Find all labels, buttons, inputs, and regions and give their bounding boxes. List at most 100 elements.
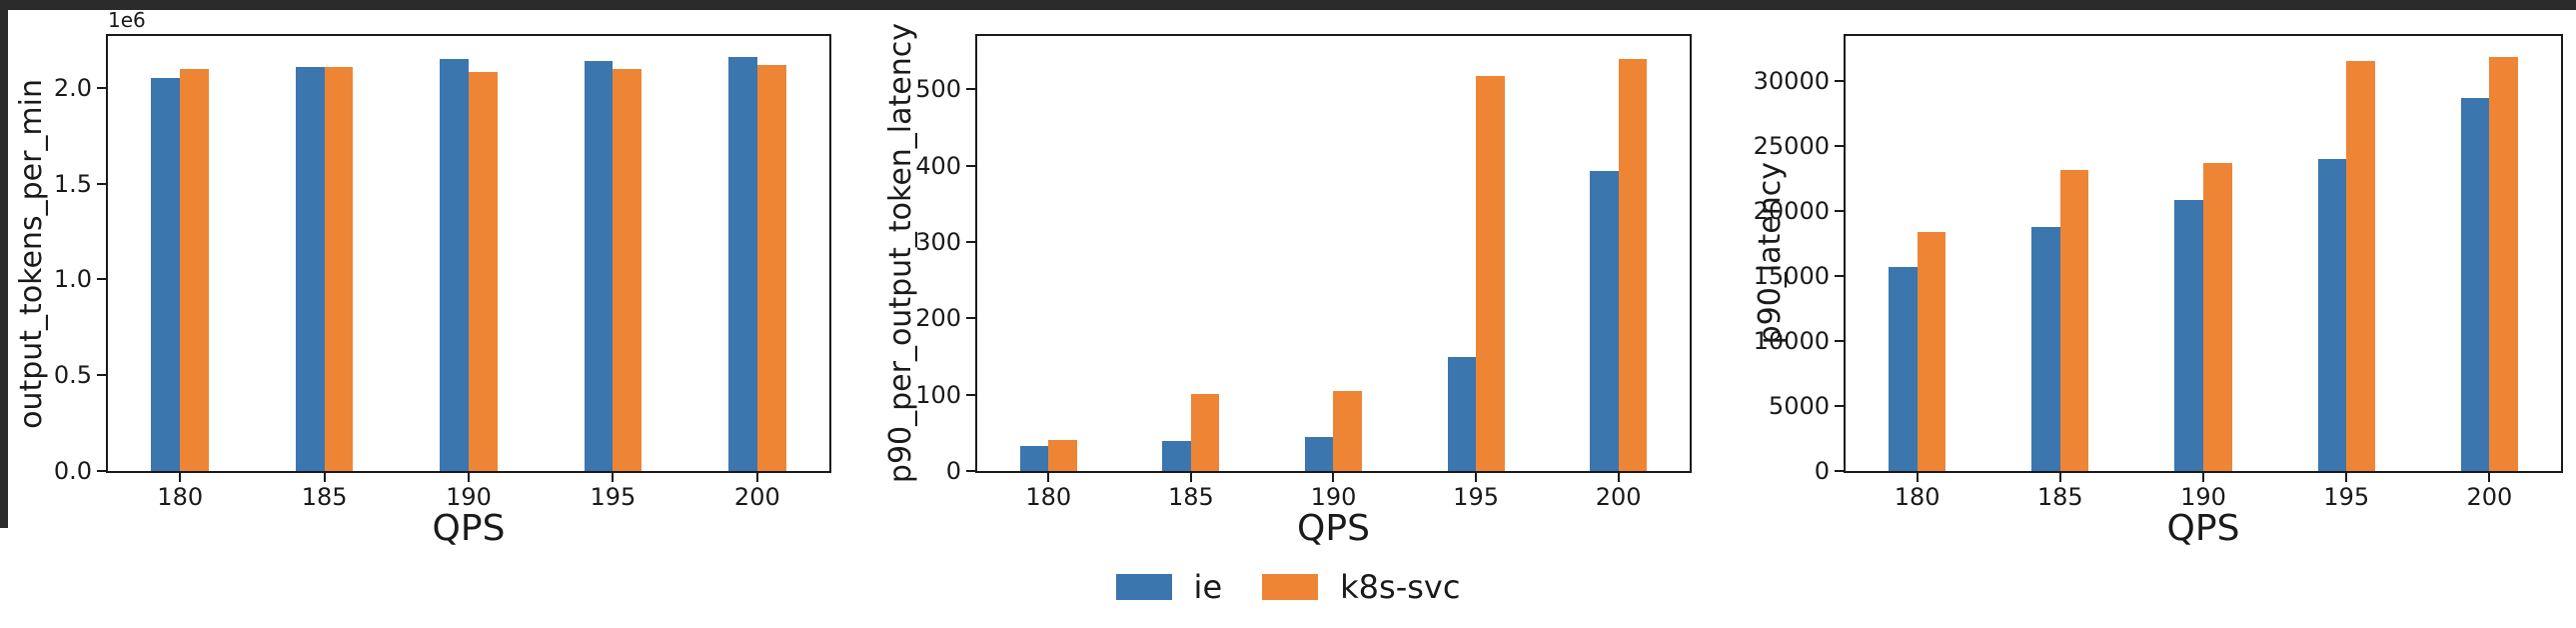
x-axis-label-qps-2: QPS [1297,508,1370,549]
plot-area: 180 185 190 195 200 [1846,36,2561,509]
x-tick-label: 180 [1025,483,1072,511]
bar-k8s-svc-qps-185 [2059,169,2089,471]
bar-ie-qps-200 [2460,98,2490,471]
x-tick-mark [1475,473,1478,482]
bar-k8s-svc-qps-190 [2203,163,2232,471]
bar-k8s-svc-qps-200 [1618,58,1648,471]
bar-k8s-svc-qps-195 [613,68,643,471]
x-tick-mark [2058,473,2061,482]
y-tick-mark [1835,470,1844,472]
bar-group-qps-185: 185 [1988,36,2131,509]
y-tick-label: 30000 [1753,67,1830,96]
bar-group-qps-200: 200 [2418,36,2561,509]
x-tick-label: 185 [1167,483,1214,511]
bar-k8s-svc-qps-180 [1048,440,1077,471]
y-tick-label: 100 [915,380,961,409]
bar-k8s-svc-qps-180 [1917,232,1946,471]
window-top-edge [0,0,2576,10]
y-axis-label-container: output_tokens_per_min [12,34,52,473]
y-tick-mark [1835,210,1844,213]
y-tick-mark [966,88,975,91]
bar-ie-qps-190 [1304,436,1334,471]
bar-ie-qps-185 [295,66,325,471]
bar-ie-qps-190 [2174,199,2203,471]
axes-p90-per-output-token-latency: 0 100 200 300 400 500 180 185 190 195 200 [915,34,1692,509]
x-tick-mark [2488,473,2491,482]
bar-group-qps-180: 180 [108,36,252,509]
bar-group-qps-180: 180 [1846,36,1988,509]
y-tick-label: 0.0 [53,457,92,485]
x-tick-label: 200 [733,483,780,511]
bar-group-qps-200: 200 [685,36,829,509]
y-axis-offset-label: 1e6 [108,8,146,32]
x-tick-mark [1047,473,1050,482]
x-tick-mark [755,473,758,482]
legend-swatch-k8s-svc [1262,574,1319,600]
y-tick-label: 2.0 [53,73,92,102]
x-tick-mark [179,473,182,482]
y-tick-label: 10000 [1753,327,1830,356]
legend-item-ie: ie [1115,571,1222,603]
x-tick-label: 200 [2466,483,2513,511]
bar-group-qps-200: 200 [1547,36,1690,509]
legend-swatch-ie [1115,574,1172,600]
y-tick-label: 20000 [1753,197,1830,226]
x-axis-label-qps-3: QPS [2166,508,2240,549]
bar-k8s-svc-qps-200 [2489,56,2519,471]
bar-ie-qps-180 [1888,267,1918,471]
y-tick-mark [1835,405,1844,408]
bar-ie-qps-185 [1162,441,1191,471]
y-tick-mark [1835,80,1844,83]
bar-group-qps-185: 185 [252,36,396,509]
plot-area: 180 185 190 195 200 [108,36,829,509]
legend: ie k8s-svc [0,566,2576,608]
x-tick-label: 195 [590,483,637,511]
y-tick-mark [1835,340,1844,343]
x-tick-mark [468,473,471,482]
bar-k8s-svc-qps-200 [756,64,786,471]
y-tick-mark [966,164,975,167]
bar-k8s-svc-qps-185 [324,66,354,471]
x-tick-label: 190 [2180,483,2226,511]
bar-k8s-svc-qps-195 [1476,76,1505,471]
bar-ie-qps-200 [727,57,757,471]
y-tick-label: 1.0 [53,265,92,294]
x-tick-label: 190 [1310,483,1357,511]
x-tick-mark [323,473,326,482]
x-tick-label: 185 [2036,483,2083,511]
y-tick-mark [966,393,975,396]
x-tick-label: 180 [1894,483,1940,511]
y-tick-label: 5000 [1768,392,1830,421]
x-axis-label-qps-1: QPS [432,508,506,549]
y-tick-label: 15000 [1753,262,1830,291]
bar-k8s-svc-qps-195 [2346,60,2375,471]
x-tick-label: 195 [1453,483,1499,511]
bar-ie-qps-190 [440,59,470,471]
bar-group-qps-185: 185 [1120,36,1263,509]
y-tick-mark [97,278,106,281]
x-tick-mark [1189,473,1192,482]
y-tick-label: 25000 [1753,132,1830,161]
y-tick-mark [1835,275,1844,278]
y-tick-label: 0 [1814,457,1830,485]
y-tick-label: 200 [915,304,961,333]
y-tick-mark [966,470,975,472]
bar-ie-qps-185 [2031,226,2060,471]
x-tick-label: 200 [1595,483,1642,511]
bar-group-qps-190: 190 [2131,36,2274,509]
y-tick-label: 0 [945,457,961,485]
bar-ie-qps-180 [1019,445,1049,471]
bar-group-qps-195: 195 [2275,36,2418,509]
y-tick-label: 500 [915,75,961,104]
y-tick-mark [966,317,975,320]
y-tick-label: 400 [915,151,961,180]
bar-k8s-svc-qps-180 [180,68,210,471]
y-tick-label: 0.5 [53,361,92,390]
y-tick-label: 1.5 [53,169,92,198]
bar-group-qps-180: 180 [977,36,1120,509]
bar-k8s-svc-qps-190 [1333,390,1362,471]
x-tick-label: 180 [157,483,204,511]
x-tick-label: 195 [2323,483,2370,511]
axes-p90-latency: 0 5000 10000 15000 20000 25000 30000 180 185 190 1… [1754,34,2563,509]
